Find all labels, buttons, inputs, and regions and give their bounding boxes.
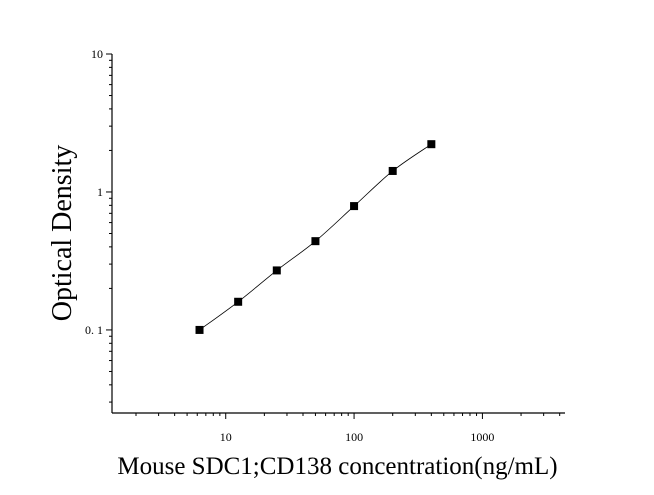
data-point [195,325,204,334]
x-ticks: 10 100 1000 [135,413,561,444]
data-point [350,202,359,211]
data-point [272,266,281,275]
y-tick-label: 10 [91,47,103,61]
y-tick-label: 0. 1 [85,323,103,337]
data-points [195,140,436,334]
x-tick-label: 100 [345,430,363,444]
data-point [388,166,397,175]
data-point [311,237,320,246]
y-tick-label: 1 [97,185,103,199]
x-axis-title: Mouse SDC1;CD138 concentration(ng/mL) [117,453,557,480]
y-axis-title: Optical Density [47,145,78,322]
x-tick-label: 1000 [470,430,494,444]
data-point [427,140,436,149]
data-point [234,297,243,306]
x-tick-label: 10 [220,430,232,444]
y-ticks: 0. 1 1 10 [85,47,112,403]
